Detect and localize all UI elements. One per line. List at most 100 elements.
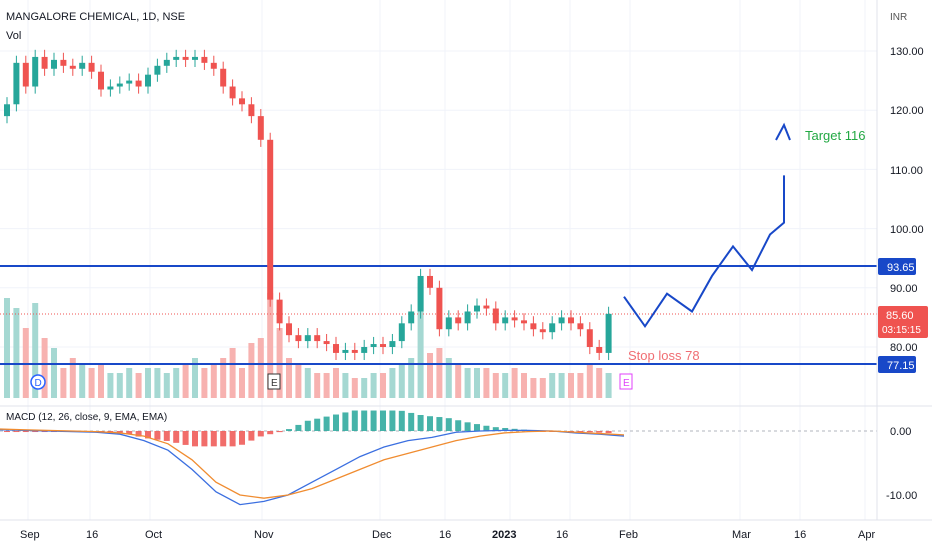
candle-body — [605, 313, 612, 353]
volume-bar — [474, 368, 480, 398]
candle-body — [483, 305, 490, 309]
candle-body — [568, 317, 574, 324]
volume-bar — [483, 368, 490, 398]
candle-body — [398, 323, 405, 342]
dividend-marker-text: D — [35, 378, 42, 389]
projection-arrowhead — [775, 122, 791, 141]
stop-loss-label[interactable]: Stop loss 78 — [628, 348, 700, 363]
candle-body — [60, 59, 67, 66]
volume-bar — [51, 348, 57, 398]
volume-bar — [69, 358, 76, 398]
candle-body — [98, 71, 104, 90]
candle-body — [295, 335, 302, 342]
macd-hist-bar — [370, 410, 377, 431]
macd-hist-bar — [417, 415, 424, 431]
macd-hist-bar — [408, 412, 415, 431]
macd-line — [0, 429, 625, 506]
macd-hist-bar — [464, 422, 471, 431]
candle-body — [464, 311, 471, 324]
time-tick: Nov — [254, 529, 274, 541]
macd-hist-bar — [182, 431, 189, 445]
volume-bar — [351, 378, 358, 398]
volume-bar — [4, 298, 10, 398]
volume-bar — [163, 373, 170, 398]
candle-body — [13, 62, 20, 105]
resistance-badge — [878, 258, 916, 275]
volume-bar — [79, 363, 86, 398]
candle-body — [380, 344, 386, 347]
macd-hist-bar — [445, 418, 452, 431]
macd-hist-bar — [286, 429, 292, 431]
volume-bar — [492, 373, 499, 398]
candle-body — [32, 56, 39, 87]
dividend-marker[interactable] — [30, 374, 46, 390]
time-tick: Feb — [619, 529, 638, 541]
macd-hist-bar — [596, 431, 603, 433]
candle-body — [173, 56, 180, 60]
volume-bar — [568, 373, 574, 398]
candle-body — [4, 104, 10, 117]
signal-line — [0, 428, 625, 499]
volume-bar — [436, 348, 443, 398]
earnings-marker[interactable] — [267, 373, 281, 390]
time-tick: 16 — [794, 529, 806, 541]
price-tick: 110.00 — [890, 165, 923, 177]
volume-bar — [107, 373, 114, 398]
projection-path[interactable] — [623, 175, 785, 329]
volume-bar — [116, 373, 123, 398]
volume-bar — [267, 293, 274, 398]
candle-body — [304, 335, 311, 342]
macd-hist-bar — [229, 431, 236, 447]
earnings-marker-upcoming[interactable] — [619, 373, 633, 390]
candle-body — [229, 86, 236, 99]
volume-bar — [370, 373, 377, 398]
volume-bar — [361, 378, 368, 398]
countdown-text: 03:15:15 — [882, 325, 921, 336]
macd-hist-bar — [173, 431, 180, 443]
target-label[interactable]: Target 116 — [805, 128, 865, 143]
macd-hist-bar — [304, 420, 311, 431]
candle-body — [192, 56, 198, 60]
volume-bar — [455, 363, 462, 398]
volume-bar — [445, 358, 452, 398]
volume-bar — [220, 358, 227, 398]
volume-bar — [596, 368, 603, 398]
time-tick: Mar — [732, 529, 751, 541]
macd-hist-bar — [436, 417, 443, 431]
macd-hist-bar — [4, 431, 10, 433]
volume-bar — [304, 368, 311, 398]
candle-body — [455, 317, 462, 324]
earnings-marker-upcoming-text: E — [623, 378, 630, 389]
support-badge-text: 77.15 — [887, 360, 915, 372]
volume-bar — [173, 368, 180, 398]
macd-tick: -10.00 — [886, 490, 917, 502]
volume-bar — [539, 378, 546, 398]
volume-bar — [182, 363, 189, 398]
candle-body — [586, 329, 593, 347]
candle-body — [333, 344, 339, 353]
candle-body — [257, 116, 264, 140]
candle-body — [558, 317, 565, 324]
candle-body — [389, 341, 396, 347]
chart-title: MANGALORE CHEMICAL, 1D, NSE — [6, 11, 185, 23]
volume-bar — [558, 373, 565, 398]
volume-bar — [257, 338, 264, 398]
macd-hist-bar — [342, 412, 349, 431]
volume-bar — [380, 373, 386, 398]
candle-body — [474, 305, 480, 312]
macd-hist-bar — [22, 431, 29, 433]
macd-hist-bar — [276, 431, 283, 433]
macd-hist-bar — [474, 424, 480, 431]
volume-bar — [398, 363, 405, 398]
macd-hist-bar — [239, 431, 245, 445]
candle-body — [408, 311, 415, 324]
candle-body — [361, 347, 368, 353]
resistance-badge-text: 93.65 — [887, 262, 915, 274]
time-tick: 16 — [86, 529, 98, 541]
volume-bar — [511, 368, 518, 398]
macd-hist-bar — [154, 431, 161, 440]
candle-body — [116, 83, 123, 87]
time-tick: Sep — [20, 529, 40, 541]
macd-hist-bar — [32, 431, 39, 433]
